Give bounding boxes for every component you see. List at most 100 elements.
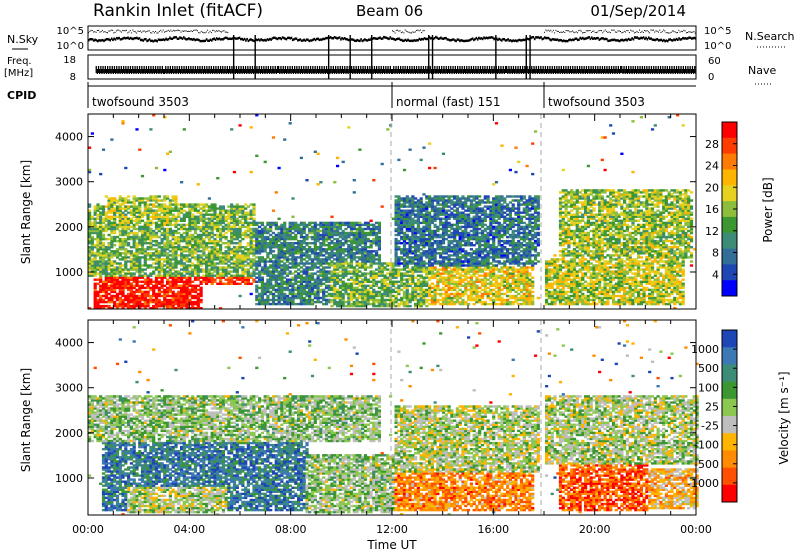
- freq-bar: [360, 66, 362, 73]
- power-cell: [118, 211, 122, 214]
- power-cell: [361, 242, 365, 245]
- power-cell: [168, 199, 172, 202]
- power-cell: [238, 266, 242, 269]
- power-cell: [160, 270, 164, 273]
- nsearch-point: [613, 29, 615, 31]
- power-cell: [168, 264, 172, 267]
- power-cell: [157, 256, 161, 259]
- power-cell: [107, 266, 111, 269]
- power-cell: [288, 272, 292, 275]
- freq-bar: [682, 66, 684, 73]
- freq-bar: [479, 66, 482, 73]
- power-cell: [110, 231, 114, 235]
- power-cell: [196, 266, 200, 269]
- power-cell: [330, 231, 334, 235]
- power-cell: [110, 237, 114, 241]
- power-cell: [330, 248, 334, 251]
- nsearch-point: [563, 31, 564, 33]
- power-cell: [96, 294, 100, 298]
- power-cell: [143, 278, 147, 281]
- freq-bar: [348, 66, 350, 73]
- power-cell: [110, 256, 114, 259]
- power-cell: [135, 262, 139, 265]
- power-cell: [288, 292, 292, 296]
- freq-bar: [633, 69, 635, 74]
- power-cell: [115, 266, 120, 269]
- freq-bar: [414, 69, 417, 74]
- power-cell: [280, 250, 284, 253]
- power-cell: [230, 221, 234, 225]
- power-cell: [207, 268, 211, 271]
- power-cell: [196, 209, 200, 212]
- freq-bar: [517, 66, 519, 73]
- power-cell: [149, 233, 153, 237]
- nsky-point: [632, 38, 635, 41]
- power-cell: [322, 268, 326, 271]
- power-cell: [127, 260, 131, 263]
- power-cell: [146, 229, 150, 233]
- power-cell: [244, 270, 248, 273]
- power-cell: [277, 284, 281, 287]
- power-cell: [255, 276, 259, 279]
- power-cell: [294, 235, 298, 239]
- power-cell: [171, 207, 175, 210]
- power-cell: [213, 266, 217, 269]
- nsky-point: [679, 38, 682, 41]
- power-cell: [216, 252, 220, 255]
- power-cell: [347, 264, 351, 267]
- power-cell: [344, 274, 348, 277]
- power-cell: [230, 248, 234, 251]
- power-cell: [322, 282, 326, 285]
- power-cell: [171, 195, 175, 198]
- freq-bar: [124, 69, 126, 74]
- power-cell: [291, 197, 295, 200]
- nave-label: Nave: [748, 64, 776, 77]
- nsky-point: [259, 39, 261, 42]
- power-cell: [285, 258, 290, 261]
- freq-bar: [336, 69, 338, 74]
- power-cell: [113, 274, 117, 277]
- freq-bar: [331, 69, 333, 74]
- freq-bar: [283, 69, 285, 74]
- nsky-point: [608, 39, 611, 42]
- power-cell: [127, 286, 131, 290]
- power-cell: [199, 235, 203, 239]
- power-cell: [347, 239, 351, 243]
- power-cell: [157, 270, 161, 273]
- power-cell: [232, 276, 237, 279]
- power-cell: [185, 270, 189, 273]
- cpid-segment-label: twofsound 3503: [92, 95, 189, 109]
- nsky-point: [388, 37, 390, 41]
- power-cell: [349, 304, 354, 308]
- power-cell: [310, 258, 315, 261]
- power-cell: [171, 197, 175, 200]
- power-cell: [255, 286, 259, 290]
- nsearch-point: [146, 31, 148, 33]
- power-cell: [344, 288, 348, 292]
- power-cell: [205, 229, 209, 233]
- freq-bar: [549, 66, 551, 73]
- nsky-point: [594, 37, 597, 40]
- nsearch-point: [555, 29, 557, 31]
- power-cell: [363, 262, 368, 265]
- freq-bar: [311, 69, 313, 74]
- power-cell: [99, 304, 103, 308]
- power-cell: [341, 302, 345, 306]
- freq-bar: [582, 69, 584, 74]
- power-cell: [110, 199, 114, 202]
- power-cell: [255, 262, 259, 265]
- power-cell: [266, 235, 270, 239]
- freq-bar: [186, 69, 189, 74]
- power-cell: [107, 211, 111, 214]
- nsky-point: [656, 38, 659, 41]
- power-cell: [93, 290, 97, 294]
- freq-bar: [576, 66, 578, 73]
- nsky-point: [274, 36, 276, 39]
- freq-bar: [176, 66, 178, 73]
- freq-bar: [498, 66, 500, 73]
- power-cell: [274, 258, 278, 261]
- power-cell: [166, 272, 170, 275]
- power-cell: [177, 286, 181, 290]
- nsky-point: [338, 36, 341, 39]
- power-cell: [319, 260, 323, 263]
